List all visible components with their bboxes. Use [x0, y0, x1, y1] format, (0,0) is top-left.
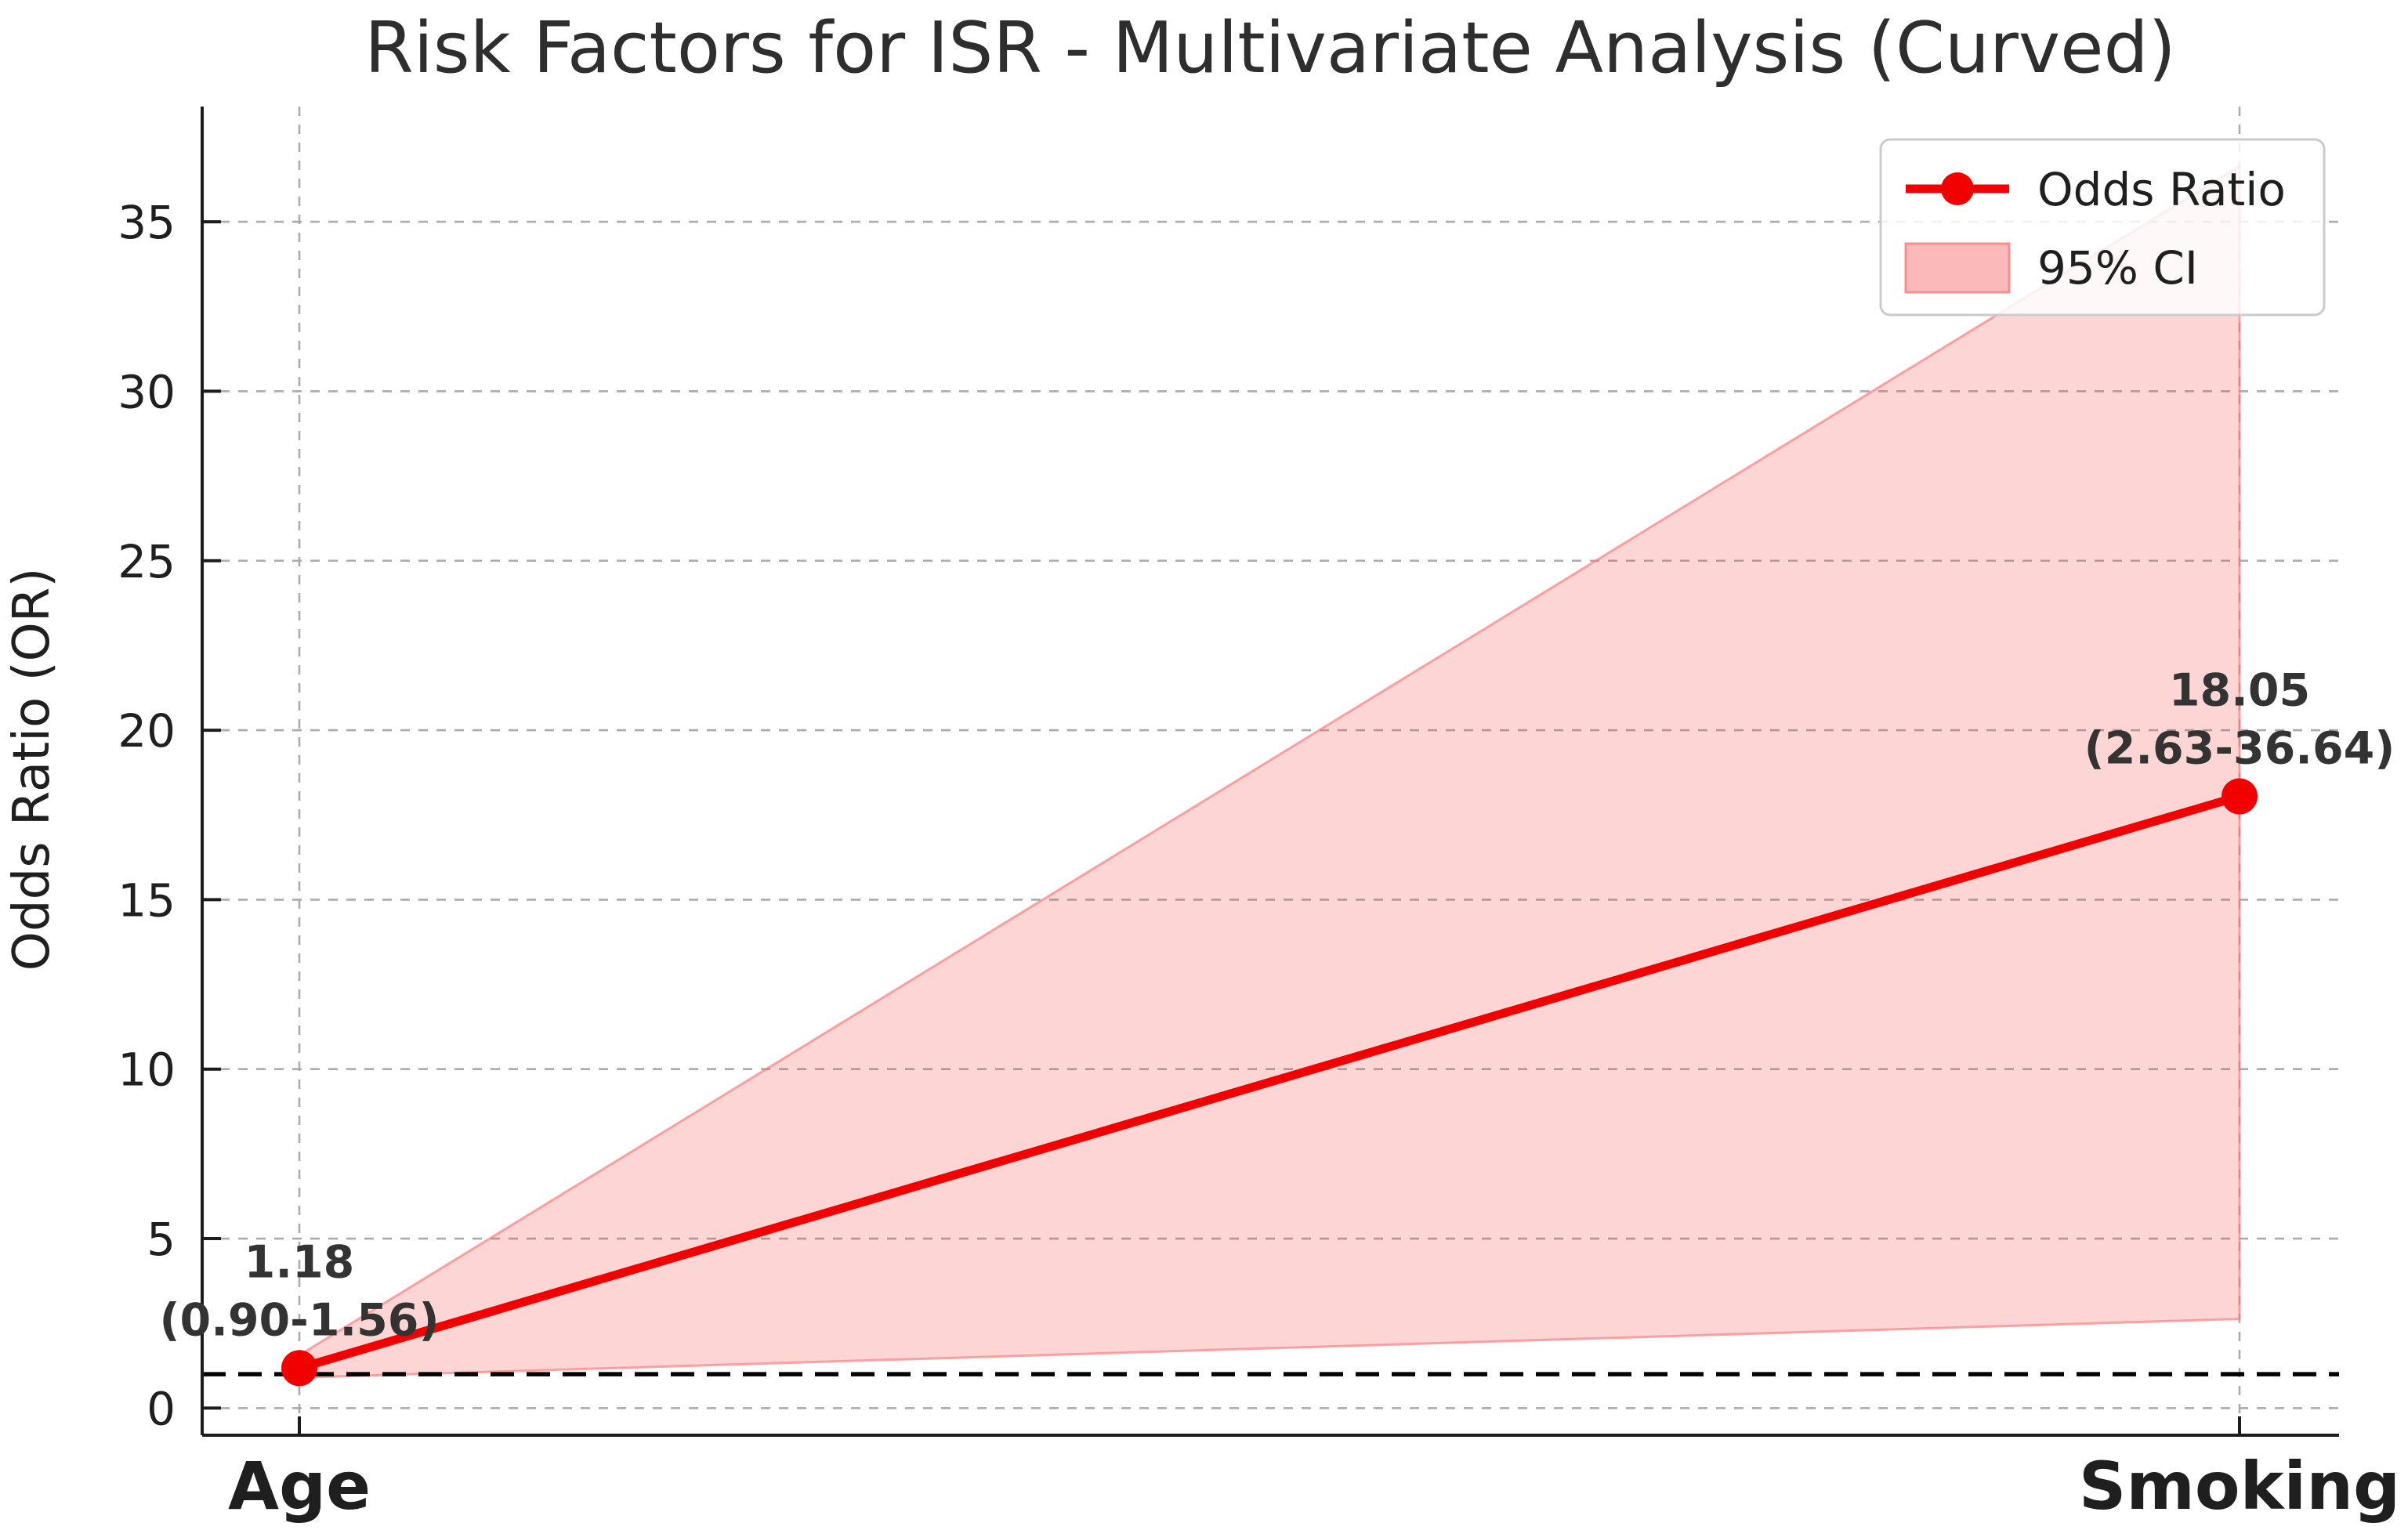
- annotation-age-or: 1.18: [244, 1236, 355, 1288]
- x-tick-label-age: Age: [228, 1448, 371, 1525]
- annotation-smoking-or: 18.05: [2169, 664, 2310, 716]
- y-tick-label: 20: [118, 704, 176, 758]
- x-ticks: [298, 1416, 2241, 1435]
- chart-title: Risk Factors for ISR - Multivariate Anal…: [364, 7, 2176, 89]
- odds-ratio-line: [295, 791, 2244, 1373]
- legend-ci-swatch-icon: [1904, 242, 2011, 294]
- y-axis-label: Odds Ratio (OR): [3, 568, 61, 971]
- legend: Odds Ratio 95% CI: [1879, 138, 2326, 316]
- legend-entry-odds-ratio: Odds Ratio: [2037, 163, 2286, 216]
- legend-marker-icon: [1941, 172, 1974, 205]
- y-gridlines: [202, 220, 2339, 1409]
- y-ticks: 0 5 10 15 20 25 30 35: [118, 196, 221, 1435]
- y-tick-label: 35: [118, 196, 176, 249]
- or-marker-age: [281, 1350, 317, 1387]
- y-tick-label: 30: [118, 365, 176, 418]
- annotation-smoking-ci: (2.63-36.64): [2084, 722, 2395, 774]
- x-tick-label-smoking: Smoking: [2079, 1448, 2400, 1525]
- y-tick-label: 10: [118, 1044, 176, 1097]
- y-tick-label: 0: [147, 1382, 176, 1435]
- legend-entry-95ci: 95% CI: [2037, 241, 2198, 295]
- annotation-age-ci: (0.90-1.56): [159, 1294, 439, 1346]
- y-tick-label: 25: [118, 535, 176, 588]
- y-tick-label: 15: [118, 874, 176, 927]
- y-tick-label: 5: [147, 1213, 176, 1266]
- ci-band: [298, 164, 2241, 1379]
- or-marker-smoking: [2222, 778, 2258, 815]
